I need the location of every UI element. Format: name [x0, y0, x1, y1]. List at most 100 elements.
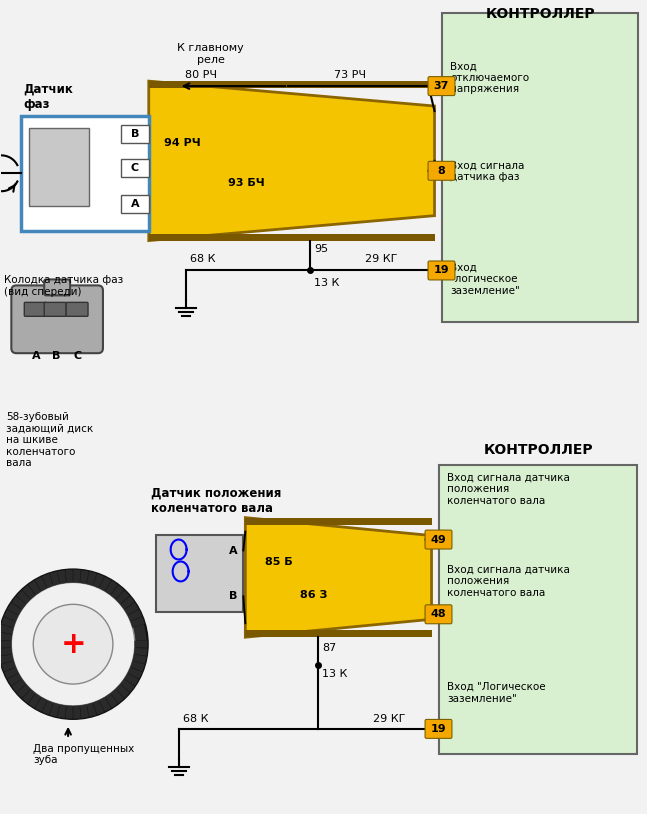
- Polygon shape: [16, 590, 30, 604]
- Polygon shape: [57, 705, 66, 719]
- Polygon shape: [134, 648, 148, 656]
- Text: C: C: [74, 351, 82, 361]
- Polygon shape: [0, 641, 12, 648]
- Text: 95: 95: [314, 243, 328, 253]
- Text: Датчик положения
коленчатого вала: Датчик положения коленчатого вала: [151, 487, 281, 514]
- Polygon shape: [149, 234, 435, 241]
- FancyBboxPatch shape: [121, 195, 149, 212]
- FancyBboxPatch shape: [121, 125, 149, 143]
- Text: Вход "Логическое
заземление": Вход "Логическое заземление": [448, 682, 546, 703]
- FancyBboxPatch shape: [44, 279, 70, 295]
- Polygon shape: [1, 617, 16, 628]
- Text: 68 К: 68 К: [190, 255, 215, 265]
- Polygon shape: [99, 698, 111, 712]
- Polygon shape: [73, 570, 81, 583]
- FancyBboxPatch shape: [25, 302, 46, 317]
- Polygon shape: [87, 702, 97, 717]
- Polygon shape: [120, 596, 135, 610]
- Polygon shape: [65, 706, 73, 719]
- Circle shape: [0, 570, 148, 719]
- Text: 68 К: 68 К: [182, 714, 208, 724]
- Text: КОНТРОЛЛЕР: КОНТРОЛЛЕР: [483, 443, 593, 457]
- Polygon shape: [7, 673, 22, 686]
- Text: +: +: [60, 630, 86, 659]
- FancyBboxPatch shape: [121, 159, 149, 177]
- Circle shape: [33, 604, 113, 684]
- Text: B: B: [52, 351, 60, 361]
- Circle shape: [12, 582, 135, 706]
- Text: B: B: [131, 129, 139, 139]
- Polygon shape: [42, 700, 53, 715]
- Polygon shape: [93, 700, 104, 715]
- Polygon shape: [111, 689, 124, 703]
- Polygon shape: [116, 685, 130, 698]
- Polygon shape: [149, 81, 435, 241]
- Text: A: A: [32, 351, 41, 361]
- Text: 13 К: 13 К: [322, 669, 347, 679]
- FancyBboxPatch shape: [12, 286, 103, 353]
- FancyBboxPatch shape: [439, 465, 637, 754]
- FancyBboxPatch shape: [443, 13, 638, 322]
- Text: 29 КГ: 29 КГ: [365, 255, 397, 265]
- Polygon shape: [0, 654, 14, 664]
- Text: A: A: [131, 199, 139, 208]
- Text: 93 БЧ: 93 БЧ: [228, 177, 265, 188]
- Text: Два пропущенных
зуба: Два пропущенных зуба: [33, 744, 135, 765]
- Text: 19: 19: [433, 265, 449, 275]
- Text: 29 КГ: 29 КГ: [373, 714, 405, 724]
- Polygon shape: [22, 584, 36, 599]
- Polygon shape: [12, 596, 26, 610]
- Text: Вход сигнала датчика
положения
коленчатого вала: Вход сигнала датчика положения коленчато…: [448, 473, 571, 506]
- FancyBboxPatch shape: [428, 77, 455, 95]
- Polygon shape: [42, 573, 53, 588]
- Polygon shape: [28, 694, 41, 708]
- Polygon shape: [111, 584, 124, 599]
- Polygon shape: [245, 630, 432, 637]
- Text: Вход сигнала
датчика фаз: Вход сигнала датчика фаз: [450, 161, 525, 182]
- Text: Вход сигнала датчика
положения
коленчатого вала: Вход сигнала датчика положения коленчато…: [448, 564, 571, 597]
- Polygon shape: [1, 661, 16, 672]
- Polygon shape: [135, 641, 148, 648]
- Text: 73 РЧ: 73 РЧ: [334, 70, 366, 80]
- Text: 94 РЧ: 94 РЧ: [164, 138, 201, 148]
- Polygon shape: [116, 590, 130, 604]
- Polygon shape: [105, 580, 118, 595]
- Polygon shape: [93, 573, 104, 588]
- Text: B: B: [229, 591, 237, 602]
- Polygon shape: [35, 698, 47, 712]
- Polygon shape: [131, 661, 145, 672]
- Polygon shape: [49, 571, 60, 585]
- Polygon shape: [7, 602, 22, 615]
- FancyBboxPatch shape: [428, 161, 455, 180]
- Polygon shape: [133, 654, 147, 664]
- Text: Датчик
фаз: Датчик фаз: [23, 83, 73, 111]
- FancyBboxPatch shape: [44, 302, 66, 317]
- Polygon shape: [245, 518, 432, 637]
- Polygon shape: [0, 648, 12, 656]
- Polygon shape: [28, 580, 41, 595]
- FancyBboxPatch shape: [425, 605, 452, 624]
- Polygon shape: [0, 624, 14, 634]
- Text: 49: 49: [431, 535, 446, 545]
- Polygon shape: [0, 632, 12, 641]
- Text: 19: 19: [431, 724, 446, 734]
- Polygon shape: [22, 689, 36, 703]
- Polygon shape: [124, 602, 139, 615]
- Polygon shape: [131, 617, 145, 628]
- Text: 58-зубовый
задающий диск
на шкиве
коленчатого
вала: 58-зубовый задающий диск на шкиве коленч…: [6, 412, 94, 468]
- Text: 37: 37: [433, 81, 449, 91]
- FancyBboxPatch shape: [66, 302, 88, 317]
- Text: Колодка датчика фаз
(вид спереди): Колодка датчика фаз (вид спереди): [5, 275, 124, 297]
- Polygon shape: [127, 667, 142, 679]
- Text: 48: 48: [431, 610, 446, 619]
- Polygon shape: [65, 570, 73, 583]
- FancyBboxPatch shape: [21, 116, 149, 230]
- Polygon shape: [120, 679, 135, 693]
- Text: 8: 8: [437, 166, 445, 176]
- Polygon shape: [99, 576, 111, 591]
- Text: A: A: [229, 545, 237, 555]
- Polygon shape: [80, 570, 89, 584]
- FancyBboxPatch shape: [156, 535, 243, 612]
- Text: C: C: [131, 163, 139, 173]
- Polygon shape: [124, 673, 139, 686]
